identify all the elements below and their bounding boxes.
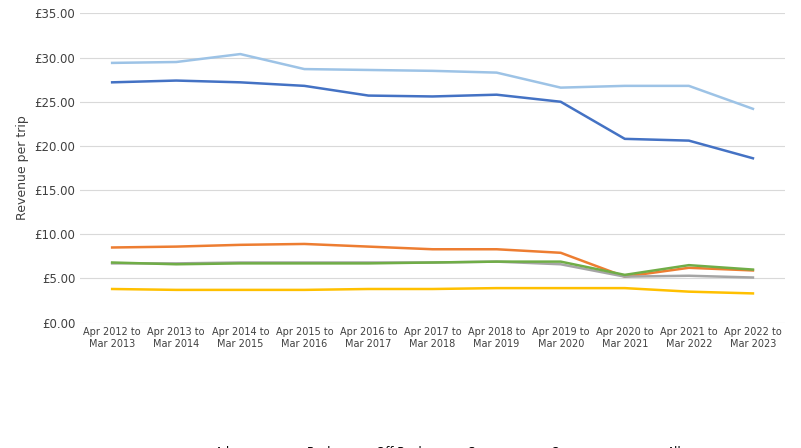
Off Peak — [492, 259, 501, 264]
Off Peak — [620, 274, 630, 279]
All — [748, 267, 758, 272]
Open access — [556, 85, 566, 90]
All — [107, 260, 117, 265]
Off Peak — [748, 275, 758, 280]
Open access — [620, 83, 630, 89]
Season — [684, 289, 694, 294]
Line: Advance: Advance — [112, 81, 753, 158]
Peak — [556, 250, 566, 255]
Peak — [684, 265, 694, 271]
All — [235, 261, 245, 266]
Advance — [620, 136, 630, 142]
All — [364, 261, 373, 266]
Season — [492, 285, 501, 291]
Season — [748, 291, 758, 296]
Off Peak — [300, 260, 309, 265]
Peak — [300, 241, 309, 247]
Peak — [171, 244, 181, 249]
Open access — [684, 83, 694, 89]
Advance — [492, 92, 501, 97]
Advance — [171, 78, 181, 83]
Open access — [748, 106, 758, 112]
Peak — [235, 242, 245, 248]
Peak — [107, 245, 117, 250]
Season — [556, 285, 566, 291]
Peak — [748, 268, 758, 273]
Line: All: All — [112, 262, 753, 275]
All — [684, 263, 694, 268]
All — [171, 262, 181, 267]
Off Peak — [364, 260, 373, 265]
Off Peak — [107, 261, 117, 266]
Season — [171, 287, 181, 293]
Open access — [300, 66, 309, 72]
Peak — [620, 274, 630, 279]
Peak — [428, 246, 437, 252]
All — [428, 260, 437, 265]
Legend: Advance, Peak, Off Peak, Season, Open access, All: Advance, Peak, Off Peak, Season, Open ac… — [183, 446, 682, 448]
Off Peak — [235, 260, 245, 265]
Off Peak — [556, 262, 566, 267]
Open access — [492, 70, 501, 75]
Open access — [364, 67, 373, 73]
Peak — [364, 244, 373, 249]
Open access — [235, 52, 245, 57]
Line: Peak: Peak — [112, 244, 753, 276]
Season — [300, 287, 309, 293]
Advance — [300, 83, 309, 89]
Line: Season: Season — [112, 288, 753, 293]
Y-axis label: Revenue per trip: Revenue per trip — [16, 116, 29, 220]
Season — [364, 286, 373, 292]
Off Peak — [428, 260, 437, 265]
Advance — [364, 93, 373, 98]
Advance — [556, 99, 566, 104]
All — [300, 261, 309, 266]
Open access — [171, 59, 181, 65]
Advance — [684, 138, 694, 143]
Off Peak — [171, 261, 181, 266]
Advance — [107, 80, 117, 85]
Line: Open access: Open access — [112, 54, 753, 109]
Advance — [748, 155, 758, 161]
Season — [428, 286, 437, 292]
Advance — [428, 94, 437, 99]
All — [492, 259, 501, 264]
Line: Off Peak: Off Peak — [112, 262, 753, 277]
Peak — [492, 246, 501, 252]
Season — [107, 286, 117, 292]
All — [620, 272, 630, 278]
All — [556, 259, 566, 264]
Season — [620, 285, 630, 291]
Off Peak — [684, 273, 694, 279]
Season — [235, 287, 245, 293]
Open access — [107, 60, 117, 65]
Advance — [235, 80, 245, 85]
Open access — [428, 68, 437, 73]
